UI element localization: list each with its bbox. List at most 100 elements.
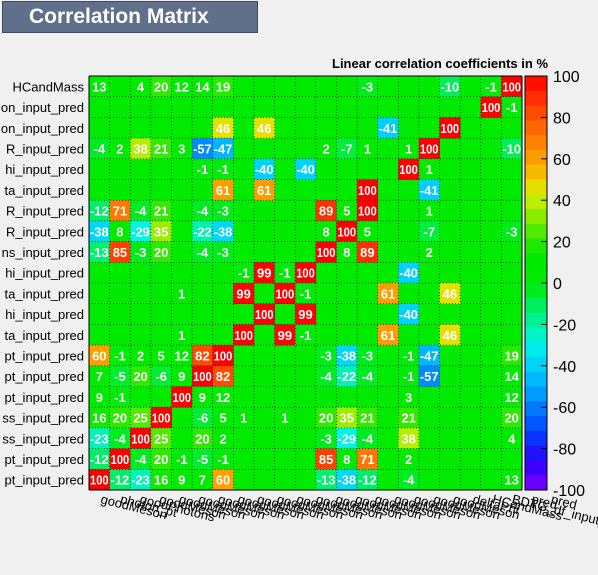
colorbar-segment <box>525 209 547 225</box>
matrix-cell <box>480 96 502 118</box>
matrix-cell <box>274 407 296 429</box>
matrix-cell <box>336 365 358 387</box>
cell-value: -4 <box>403 473 415 488</box>
matrix-cell <box>439 324 461 346</box>
cell-value: 61 <box>381 328 395 343</box>
matrix-cell <box>418 158 440 180</box>
cell-value: 61 <box>216 183 230 198</box>
matrix-cell <box>130 220 152 242</box>
cell-value: 9 <box>96 390 103 405</box>
matrix-cell <box>439 76 461 97</box>
cell-value: 100 <box>502 79 521 94</box>
cell-value: 12 <box>216 390 230 405</box>
matrix-cell <box>336 241 358 263</box>
matrix-cell <box>357 241 378 263</box>
cell-value: -4 <box>94 141 106 156</box>
matrix-cell <box>336 469 358 491</box>
cell-value: 100 <box>111 452 130 467</box>
colorbar-segment <box>525 105 547 121</box>
cell-value: 2 <box>219 431 226 446</box>
colorbar-segment <box>525 76 547 92</box>
colorbar-segment <box>525 430 547 447</box>
matrix-cell <box>150 200 172 222</box>
matrix-cell <box>295 324 317 346</box>
matrix-cell <box>315 448 337 470</box>
cell-value: 100 <box>420 141 439 156</box>
matrix-cell <box>501 365 523 387</box>
cell-value: 100 <box>482 100 501 115</box>
cell-value: 16 <box>92 411 106 426</box>
matrix-cell <box>212 241 234 263</box>
cell-value: 100 <box>358 183 377 198</box>
matrix-cell <box>501 138 523 160</box>
colorbar-tick-label: -60 <box>553 400 576 417</box>
cell-value: 9 <box>178 473 185 488</box>
cell-value: 20 <box>113 411 127 426</box>
matrix-cell <box>171 469 193 491</box>
cell-value: 71 <box>113 204 127 219</box>
cell-value: -1 <box>114 348 126 363</box>
matrix-cell <box>171 365 193 387</box>
row-label: R_input_pred <box>6 141 84 156</box>
cell-value: -3 <box>320 348 332 363</box>
cell-value: 20 <box>154 452 168 467</box>
cell-value: -23 <box>90 431 109 446</box>
matrix-cell <box>89 407 110 429</box>
colorbar-segment <box>525 297 547 314</box>
cell-value: 100 <box>193 369 212 384</box>
matrix-cell <box>274 324 296 346</box>
column-label: pred <box>550 491 579 512</box>
matrix-cell <box>377 117 399 139</box>
matrix-cell <box>212 386 234 408</box>
row-label: hi_input_pred <box>5 266 84 281</box>
cell-value: -1 <box>176 452 188 467</box>
cell-value: -4 <box>362 431 374 446</box>
cell-value: 35 <box>340 411 354 426</box>
matrix-cell <box>418 365 440 387</box>
colorbar-segment <box>525 90 547 107</box>
cell-value: 1 <box>426 162 433 177</box>
cell-value: 46 <box>257 121 271 136</box>
colorbar-segment <box>525 356 547 373</box>
matrix-cell <box>150 365 172 387</box>
cell-value: 8 <box>116 224 123 239</box>
matrix-cell <box>315 345 337 367</box>
colorbar-segment <box>525 283 547 299</box>
matrix-cell <box>192 200 214 222</box>
cell-value: 100 <box>234 328 253 343</box>
matrix-cell <box>357 345 378 367</box>
cell-value: 100 <box>399 162 418 177</box>
matrix-cell <box>233 324 255 346</box>
matrix-cell <box>130 345 152 367</box>
matrix-cell <box>501 220 523 242</box>
cell-value: -1 <box>217 452 229 467</box>
matrix-cell <box>315 427 337 449</box>
matrix-cell <box>192 469 214 491</box>
cell-value: 12 <box>504 390 518 405</box>
cell-value: 89 <box>319 204 333 219</box>
cell-value: 12 <box>175 348 189 363</box>
cell-value: -40 <box>296 162 315 177</box>
cell-value: -57 <box>193 141 212 156</box>
cell-value: -4 <box>135 204 147 219</box>
matrix-cell <box>212 117 234 139</box>
matrix-cell <box>150 469 172 491</box>
cell-value: 3 <box>178 141 185 156</box>
matrix-cell <box>212 469 234 491</box>
cell-value: 7 <box>96 369 103 384</box>
matrix-cell <box>150 345 172 367</box>
matrix-cell <box>501 345 523 367</box>
cell-value: 99 <box>257 266 271 281</box>
cell-value: -3 <box>506 224 518 239</box>
matrix-cell <box>295 262 317 284</box>
cell-value: -4 <box>197 204 209 219</box>
matrix-cell <box>418 345 440 367</box>
colorbar-tick-label: -40 <box>553 359 576 376</box>
chart-title: Correlation Matrix <box>2 1 258 33</box>
cell-value: 100 <box>214 348 233 363</box>
matrix-cell <box>418 138 440 160</box>
matrix-cell <box>315 220 337 242</box>
matrix-cell <box>171 324 193 346</box>
matrix-cell <box>253 303 275 325</box>
cell-value: 1 <box>178 328 185 343</box>
